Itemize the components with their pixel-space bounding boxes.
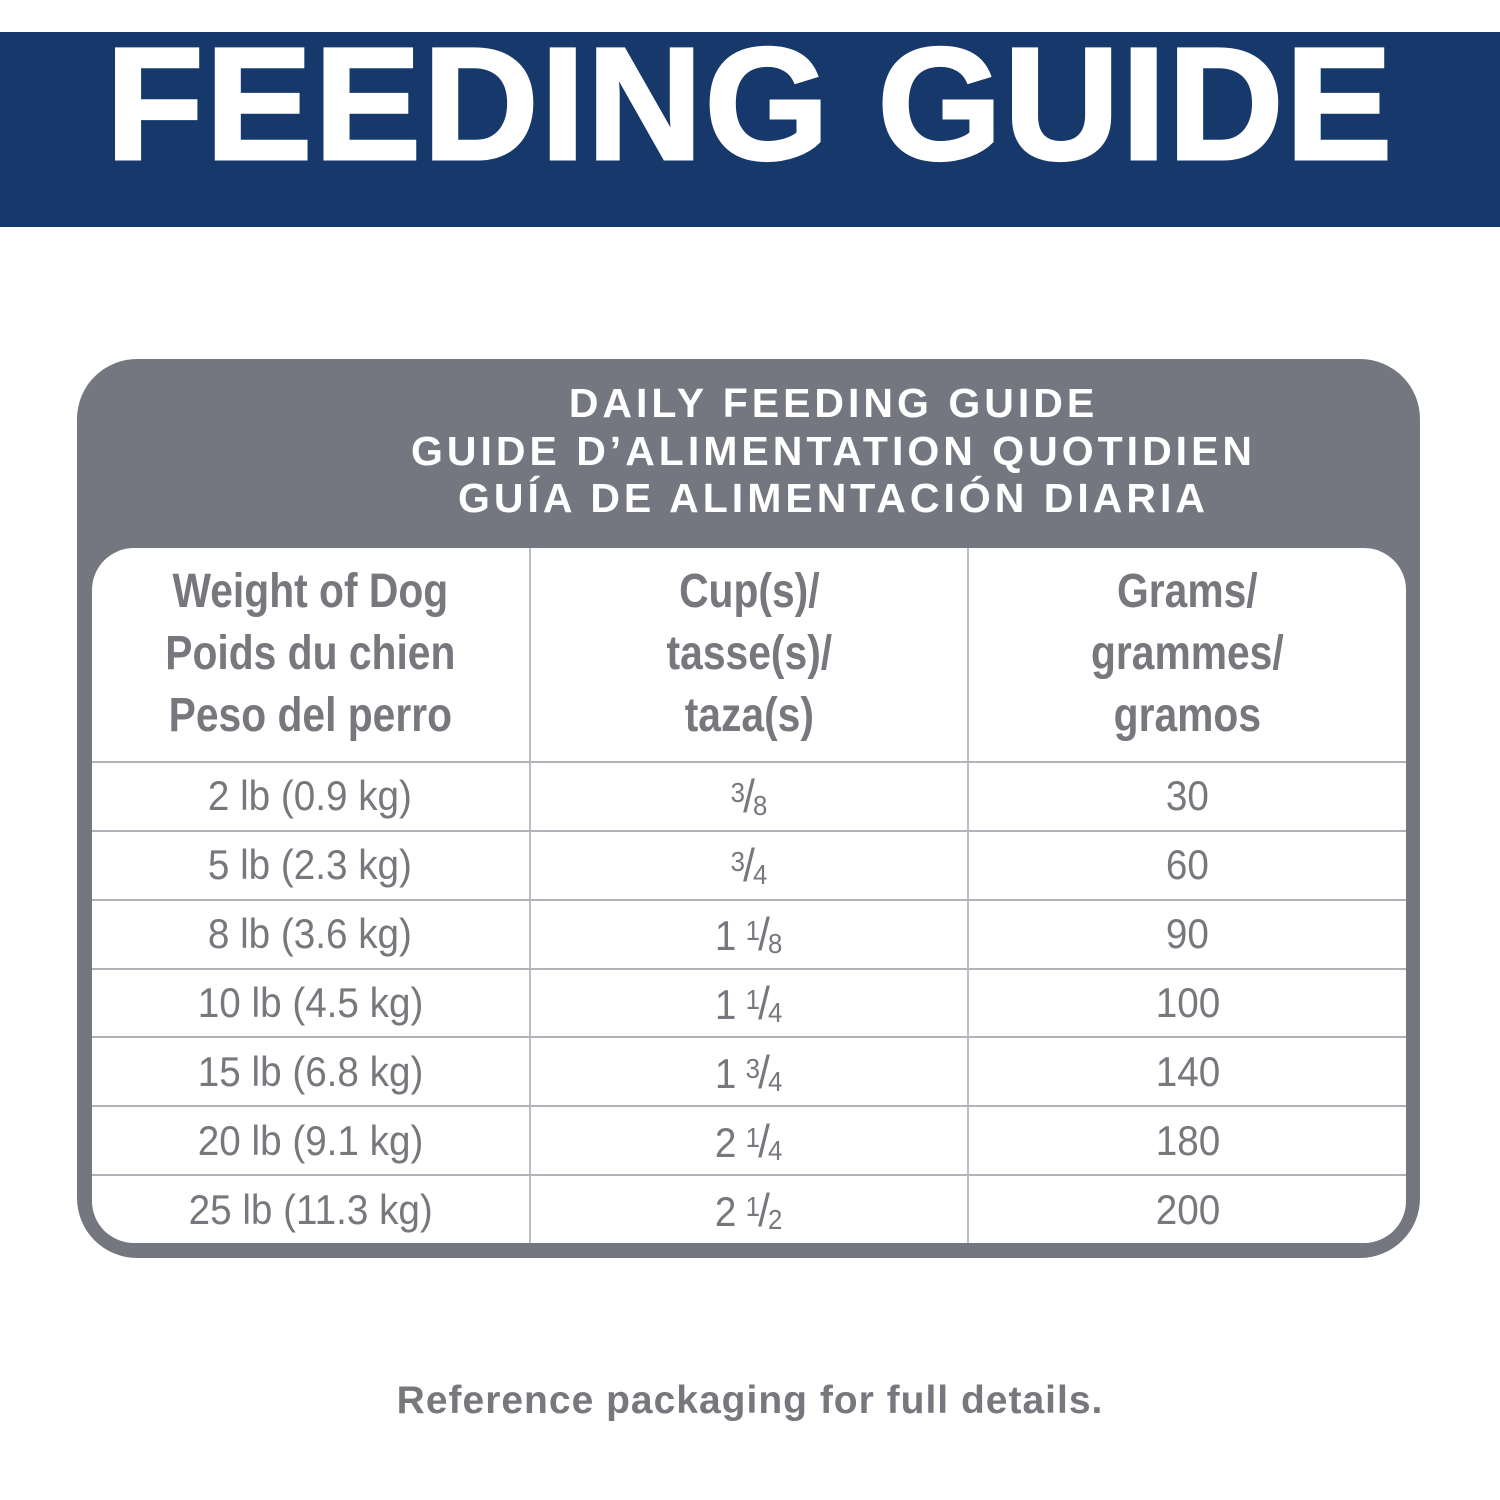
cups-cell: 3/4 [528, 831, 968, 899]
feeding-guide-banner: FEEDING GUIDE [0, 22, 1500, 227]
table-row: 25 lb (11.3 kg) 2 1/2 200 [92, 1174, 1406, 1243]
grams-cell: 90 [967, 900, 1406, 968]
feeding-table-header: Weight of Dog Poids du chien Peso del perr… [92, 548, 1406, 763]
panel-title-line-en: DAILY FEEDING GUIDE [568, 380, 1099, 426]
column-header-line: Cup(s)/ [678, 565, 820, 618]
column-header-line: Weight of Dog [172, 565, 449, 618]
column-header-line: Peso del perro [168, 689, 453, 742]
feeding-table: Weight of Dog Poids du chien Peso del perr… [92, 548, 1406, 1243]
weight-cell: 8 lb (3.6 kg) [92, 901, 529, 968]
cups-value: 1 1/8 [715, 908, 783, 961]
table-row: 5 lb (2.3 kg) 3/4 60 [92, 829, 1406, 899]
table-row: 15 lb (6.8 kg) 1 3/4 140 [92, 1036, 1406, 1106]
weight-value: 25 lb (11.3 kg) [188, 1185, 433, 1233]
grams-value: 180 [1155, 1116, 1220, 1164]
grams-value: 30 [1166, 772, 1210, 820]
cups-cell: 2 1/2 [528, 1176, 968, 1243]
column-header-2: Grams/grammes/gramos [967, 548, 1406, 761]
cups-cell: 3/8 [528, 763, 968, 830]
column-header-line: Poids du chien [165, 627, 456, 680]
grams-value: 60 [1166, 841, 1210, 889]
grams-cell: 60 [967, 831, 1406, 899]
table-row: 2 lb (0.9 kg) 3/8 30 [92, 763, 1406, 830]
grams-cell: 30 [967, 763, 1406, 830]
weight-value: 15 lb (6.8 kg) [197, 1047, 424, 1095]
grams-value: 90 [1166, 910, 1210, 958]
grams-value: 140 [1155, 1047, 1220, 1095]
weight-value: 8 lb (3.6 kg) [208, 910, 413, 958]
grams-cell: 100 [967, 969, 1406, 1037]
column-header-line: Grams/ [1117, 565, 1258, 618]
feeding-table-body: 2 lb (0.9 kg) 3/8 30 5 lb (2.3 kg) 3/4 60 8 lb… [92, 763, 1406, 1243]
grams-value: 100 [1155, 979, 1220, 1026]
panel-title-line-es: GUÍA DE ALIMENTACIÓN DIARIA [457, 475, 1210, 521]
banner-title: FEEDING GUIDE [104, 14, 1395, 193]
table-row: 20 lb (9.1 kg) 2 1/4 180 [92, 1105, 1406, 1175]
column-header-line: grammes/ [1091, 627, 1285, 680]
cups-value: 1 1/4 [715, 977, 783, 1029]
weight-cell: 2 lb (0.9 kg) [92, 763, 529, 830]
cups-cell: 2 1/4 [528, 1107, 968, 1175]
footer-note: Reference packaging for full details. [396, 1379, 1104, 1422]
weight-cell: 20 lb (9.1 kg) [92, 1107, 529, 1174]
cups-value: 1 3/4 [715, 1045, 783, 1098]
weight-cell: 10 lb (4.5 kg) [92, 970, 529, 1037]
column-header-line: gramos [1113, 689, 1262, 742]
column-header-line: tasse(s)/ [666, 627, 832, 680]
grams-value: 200 [1155, 1185, 1220, 1233]
table-row: 10 lb (4.5 kg) 1 1/4 100 [92, 967, 1406, 1037]
cups-cell: 1 3/4 [528, 1038, 968, 1106]
weight-value: 2 lb (0.9 kg) [208, 772, 413, 820]
weight-cell: 15 lb (6.8 kg) [92, 1038, 529, 1105]
cups-value: 2 1/4 [715, 1114, 783, 1167]
column-header-line: taza(s) [684, 689, 814, 742]
cups-cell: 1 1/8 [528, 900, 968, 968]
daily-feeding-guide-panel: DAILY FEEDING GUIDE GUIDE D’ALIMENTATION… [77, 359, 1420, 1258]
table-row: 8 lb (3.6 kg) 1 1/8 90 [92, 898, 1406, 968]
weight-cell: 5 lb (2.3 kg) [92, 832, 529, 899]
grams-cell: 200 [967, 1176, 1406, 1243]
cups-value: 3/4 [730, 839, 768, 892]
weight-value: 20 lb (9.1 kg) [197, 1116, 424, 1164]
column-header-0: Weight of Dog Poids du chien Peso del perr… [92, 548, 529, 761]
grams-cell: 140 [967, 1038, 1406, 1106]
grams-cell: 180 [967, 1107, 1406, 1175]
cups-cell: 1 1/4 [528, 969, 968, 1037]
weight-cell: 25 lb (11.3 kg) [92, 1176, 529, 1243]
weight-value: 10 lb (4.5 kg) [197, 979, 424, 1026]
panel-title-block: DAILY FEEDING GUIDE GUIDE D’ALIMENTATION… [77, 359, 1420, 523]
column-header-1: Cup(s)/ tasse(s)/ taza(s) [528, 548, 968, 761]
weight-value: 5 lb (2.3 kg) [208, 841, 413, 889]
cups-value: 2 1/2 [715, 1183, 783, 1236]
panel-title-line-fr: GUIDE D’ALIMENTATION QUOTIDIEN [410, 427, 1257, 474]
cups-value: 3/8 [730, 770, 768, 823]
